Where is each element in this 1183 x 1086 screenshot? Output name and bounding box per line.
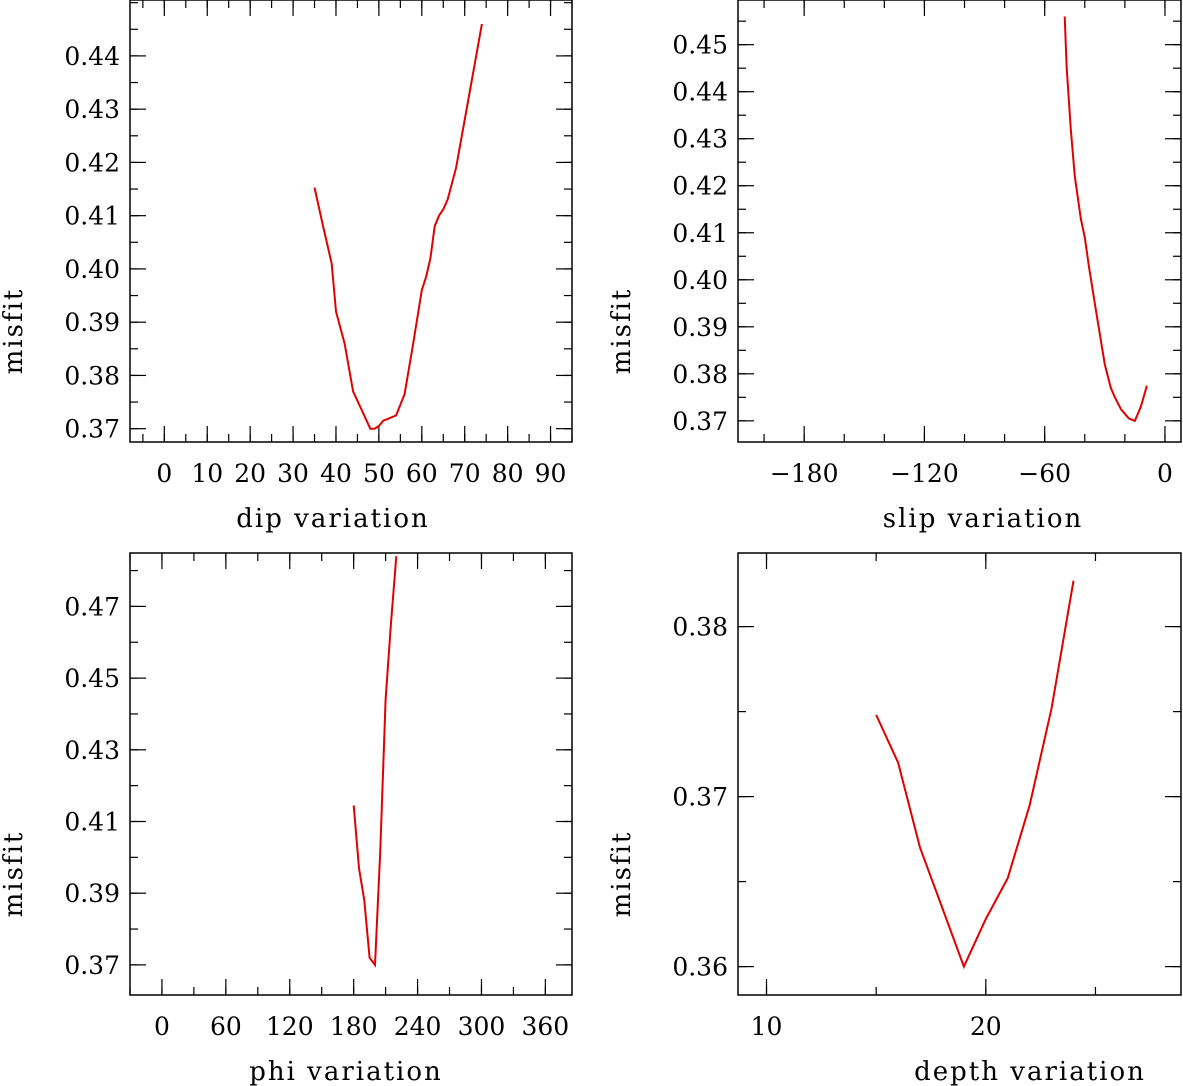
- phi-x-tick-label: 180: [330, 1012, 378, 1041]
- dip-x-tick-label: 40: [320, 459, 352, 488]
- slip-y-tick-label: 0.41: [672, 219, 728, 248]
- slip-panel: −180 −120 −60 0 0.37 0.38 0.39 0.40 0.41 0.42 0.43…: [607, 0, 1182, 534]
- depth-y-tick-label: 0.38: [672, 613, 728, 642]
- slip-x-tick-label: −60: [1018, 459, 1071, 488]
- phi-x-tick-label: 120: [266, 1012, 314, 1041]
- dip-x-tick-label: 50: [363, 459, 395, 488]
- dip-x-tick-label: 70: [449, 459, 481, 488]
- slip-x-tick-label: 0: [1157, 459, 1173, 488]
- dip-x-tick-label: 10: [191, 459, 223, 488]
- dip-plot-frame: [129, 0, 573, 443]
- slip-y-tick-label: 0.44: [672, 78, 728, 107]
- slip-y-tick-label: 0.45: [672, 31, 728, 60]
- depth-panel: 10 20 0.36 0.37 0.38 depth variation misfit: [607, 552, 1182, 1086]
- phi-x-tick-label: 0: [154, 1012, 170, 1041]
- phi-x-tick-label: 360: [522, 1012, 570, 1041]
- dip-x-tick-label: 0: [156, 459, 172, 488]
- depth-y-tick-label: 0.36: [672, 953, 728, 982]
- dip-x-tick-label: 20: [234, 459, 266, 488]
- dip-y-tick-label: 0.39: [64, 308, 120, 337]
- dip-x-tick-label: 30: [277, 459, 309, 488]
- phi-y-axis-title: misfit: [0, 831, 29, 918]
- phi-y-tick-label: 0.41: [64, 807, 120, 836]
- depth-plot-frame: [737, 552, 1182, 996]
- dip-y-tick-label: 0.43: [64, 95, 120, 124]
- phi-plot-frame: [129, 552, 573, 996]
- dip-x-tick-label: 60: [406, 459, 438, 488]
- phi-x-axis-title: phi variation: [249, 1057, 443, 1086]
- phi-x-tick-label: 240: [394, 1012, 442, 1041]
- depth-x-tick-label: 20: [970, 1012, 1002, 1041]
- slip-y-axis-title: misfit: [607, 288, 637, 375]
- slip-y-tick-label: 0.43: [672, 125, 728, 154]
- dip-y-tick-label: 0.41: [64, 202, 120, 231]
- dip-x-tick-label: 80: [492, 459, 524, 488]
- dip-x-axis-title: dip variation: [236, 504, 429, 534]
- dip-y-tick-label: 0.42: [64, 148, 120, 177]
- depth-x-tick-label: 10: [751, 1012, 783, 1041]
- depth-misfit-line: [875, 580, 1075, 970]
- phi-y-tick-label: 0.45: [64, 664, 120, 693]
- depth-y-axis-title: misfit: [607, 831, 637, 918]
- dip-panel: 0 10 20 30 40 50 60 70 80 90 0.37 0.38 0.39 0.40 0.41 0…: [0, 0, 573, 534]
- dip-y-tick-label: 0.40: [64, 255, 120, 284]
- dip-y-tick-label: 0.37: [64, 415, 120, 444]
- phi-misfit-line: [352, 556, 398, 968]
- depth-y-tick-label: 0.37: [672, 783, 728, 812]
- depth-x-axis-title: depth variation: [914, 1057, 1146, 1086]
- dip-y-tick-label: 0.44: [64, 42, 120, 71]
- phi-x-tick-label: 300: [458, 1012, 506, 1041]
- slip-y-tick-label: 0.42: [672, 172, 728, 201]
- slip-x-tick-label: −120: [890, 459, 959, 488]
- slip-misfit-line: [1063, 16, 1148, 423]
- slip-y-tick-label: 0.39: [672, 313, 728, 342]
- phi-x-tick-label: 60: [210, 1012, 242, 1041]
- slip-x-tick-label: −180: [770, 459, 839, 488]
- slip-y-tick-label: 0.40: [672, 266, 728, 295]
- phi-panel: 0 60 120 180 240 300 360 0.37 0.39 0.41 0.43 0.45 0.…: [0, 552, 573, 1086]
- dip-misfit-line: [313, 23, 483, 430]
- phi-y-tick-label: 0.47: [64, 592, 120, 621]
- phi-y-tick-label: 0.43: [64, 736, 120, 765]
- dip-y-tick-label: 0.38: [64, 361, 120, 390]
- dip-y-axis-title: misfit: [0, 288, 29, 375]
- phi-y-tick-label: 0.37: [64, 951, 120, 980]
- slip-y-tick-label: 0.37: [672, 407, 728, 436]
- slip-plot-frame: [737, 0, 1182, 443]
- slip-y-tick-label: 0.38: [672, 360, 728, 389]
- dip-x-tick-label: 90: [535, 459, 567, 488]
- slip-x-axis-title: slip variation: [883, 504, 1083, 534]
- phi-y-tick-label: 0.39: [64, 879, 120, 908]
